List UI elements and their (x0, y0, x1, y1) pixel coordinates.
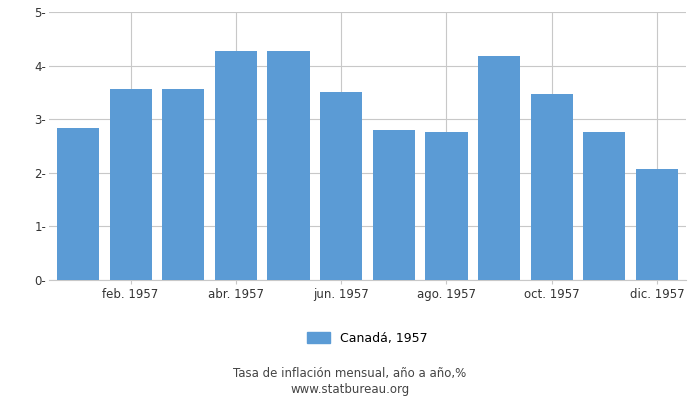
Bar (531, 94, 573, 280)
Legend: Canadá, 1957: Canadá, 1957 (307, 332, 428, 345)
Bar (109, 89, 152, 280)
Bar (373, 130, 415, 280)
Bar (267, 51, 309, 280)
Bar (583, 132, 626, 280)
Bar (162, 89, 204, 280)
Bar (478, 56, 520, 280)
Bar (636, 169, 678, 280)
Bar (215, 51, 257, 280)
Bar (320, 92, 362, 280)
Text: www.statbureau.org: www.statbureau.org (290, 384, 410, 396)
Text: Tasa de inflación mensual, año a año,%: Tasa de inflación mensual, año a año,% (233, 368, 467, 380)
Bar (426, 132, 468, 280)
Bar (57, 128, 99, 280)
